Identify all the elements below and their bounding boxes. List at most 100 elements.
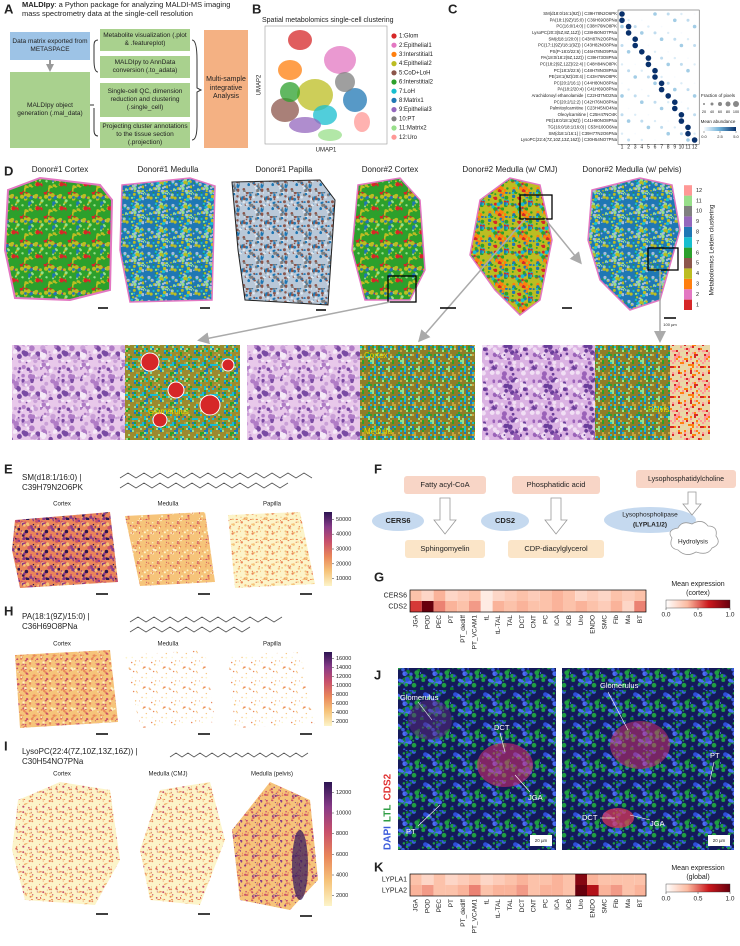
dot (686, 88, 690, 92)
heatmap-cell (551, 590, 564, 601)
heatmap-cell (410, 601, 422, 612)
heatmap-cell (622, 601, 635, 612)
legend-swatch (391, 107, 397, 113)
metabolite-name: SM(d18:1/16:0) | (22, 473, 81, 482)
heatmap-cell (528, 590, 540, 601)
region-label: Medulla (157, 502, 179, 508)
tissue-section (119, 177, 216, 303)
input-box: Data matrix exported from METASPACE (10, 32, 90, 60)
heatmap-cell (575, 590, 587, 601)
metabolite-name: LysoPC(22:4(7Z,10Z,13Z,16Z)) | (22, 747, 138, 756)
column-label: PT_dediff (460, 899, 467, 927)
dot (692, 24, 697, 29)
legend-tick-label: 0.0 (661, 896, 670, 903)
legend-swatch (391, 134, 397, 140)
if-label: PT (406, 827, 416, 836)
dot (653, 100, 657, 104)
formula: C36H69O8PNa (22, 622, 78, 631)
legend-label: 2:Epithelial1 (399, 43, 432, 49)
heatmap-cell (433, 590, 446, 601)
substrate: Fatty acyl-CoA (420, 480, 469, 489)
dot (634, 113, 637, 117)
dot (633, 75, 637, 79)
panel-label: B (252, 1, 261, 16)
column-label: 3 (634, 144, 637, 150)
column-label: 1 (621, 144, 624, 150)
dot (640, 69, 643, 72)
substrate-box (512, 476, 600, 494)
heatmap-cell (610, 874, 623, 885)
dot (679, 43, 684, 48)
dot (691, 137, 698, 143)
tissue-panel: 100 µm Glomerulus Cortex Medulla Pelvis … (3, 176, 716, 440)
heatmap-cell (634, 590, 646, 601)
stain-label: CDS2 (383, 773, 394, 800)
glomeruli (140, 352, 235, 428)
colorbar (324, 782, 332, 906)
colorbar-tick: 11 (696, 198, 702, 204)
metabolite-label: PA(18:1(9Z)/15:0) | C36H69O8PNa (550, 17, 618, 22)
column-label: 4 (640, 144, 643, 150)
region-label: Medulla (CMJ) (148, 772, 187, 778)
panel-label: C (448, 1, 458, 16)
dot (659, 37, 664, 41)
panel-label: F (374, 461, 382, 476)
heatmap-cell (563, 590, 576, 601)
if-labels: Glomerulus DCT JGA PT Glomerulus PT DCT … (400, 681, 720, 836)
panel-label: J (374, 667, 381, 682)
column-label: ICA (554, 898, 561, 910)
column-label: JGA (413, 614, 420, 627)
tissue-section (15, 650, 118, 728)
region-label: Medulla (pelvis) (251, 772, 293, 778)
column-label: SMC (601, 615, 608, 630)
panel-label: I (4, 738, 8, 753)
panel-label: K (374, 859, 384, 874)
heatmap-cell (457, 601, 469, 612)
heatmap-cell (634, 874, 646, 885)
column-label: PC (542, 899, 549, 908)
column-label: tL (483, 615, 490, 621)
colorbar (324, 652, 332, 726)
heatmap-cell (539, 874, 552, 885)
colorbar-label: 8000 (336, 692, 348, 698)
column-label: CNT (531, 615, 538, 628)
column-label: BT (637, 615, 644, 623)
metabolite-label: PE(18:1(9Z)/20:4) | C43H76NO8PK (549, 74, 617, 79)
dot (693, 44, 697, 47)
tissue-section (228, 652, 315, 728)
heatmap-cell (445, 601, 458, 612)
metabolite-label: Arachidonoyl ethanolamide | C22H37NO2Na (532, 93, 618, 98)
legend-tick-label: 1.0 (725, 896, 734, 903)
metabolite-label: SM(d18:0/16:1(9Z)) | C39H78N2O6PK (543, 11, 617, 16)
zoom-box (387, 275, 417, 303)
dot (620, 132, 624, 135)
metabolite-label: PS(P-18:0/22:6) | C46H78NO9PNa (550, 49, 618, 54)
column-label: Uro (578, 899, 585, 910)
legend-tick-label: 0.5 (693, 896, 702, 903)
heatmap-cell (622, 885, 635, 896)
chemical-structures (119, 472, 313, 758)
column-label: 7 (660, 144, 663, 150)
dot (620, 24, 624, 29)
heatmap-cell (516, 590, 528, 601)
legend-swatch (391, 79, 397, 85)
colorbar-title: Metabolomics Leiden clustering (709, 204, 716, 295)
heatmap-cell (445, 885, 458, 896)
heatmap-cell (457, 590, 469, 601)
sample-title: Donor#1 Papilla (256, 165, 313, 174)
enzyme: Lysophospholipase (622, 512, 678, 519)
column-label: POD (424, 899, 431, 913)
column-label: 8 (667, 144, 670, 150)
dot (653, 81, 657, 86)
heatmap-cell (598, 590, 611, 601)
dot (660, 56, 664, 60)
dot (673, 76, 676, 78)
tissue-section (125, 512, 215, 586)
dot (620, 63, 624, 66)
dot (680, 82, 683, 85)
colorbar-cell (684, 237, 692, 248)
metabolite-label: SM(d18:1/20:0) | C43H87N2O6PNa (549, 36, 618, 41)
scale-bar-bg (708, 835, 730, 846)
column-label: Ma (625, 899, 632, 908)
